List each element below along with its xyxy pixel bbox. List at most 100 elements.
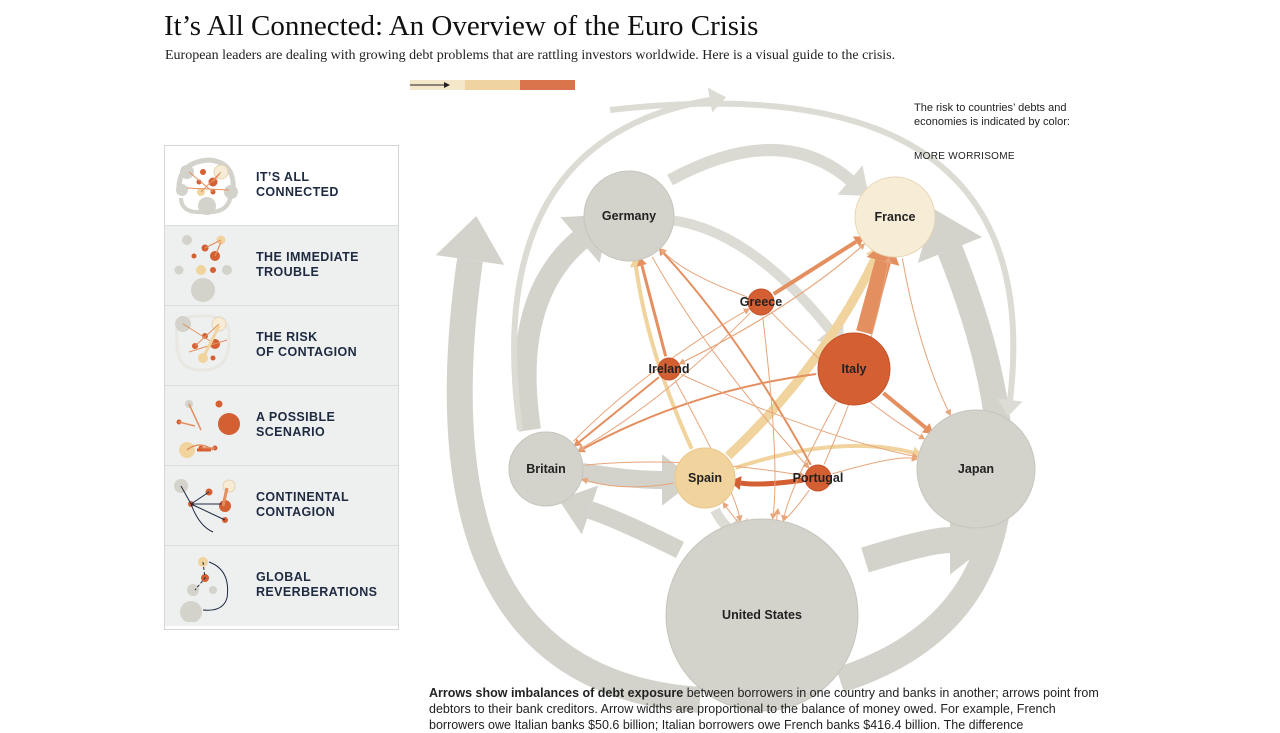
legend-swatch-tan [465,80,520,90]
arrow-portugal-france-head [884,256,892,263]
arrow-germany-italy [669,215,844,348]
diagram-explanation: Arrows show imbalances of debt exposure … [429,685,1099,733]
country-nodes [508,170,1036,712]
arrow-ireland-britain-head [573,438,583,447]
arrow-outer-right-shaft [836,245,1014,693]
arrow-france-japan [901,258,952,416]
arrow-greece-japan-head [918,433,926,440]
arrow-france-japan-head [944,408,952,416]
arrow-outer-top-right [609,100,1023,417]
arrow-outer-left-shaft [446,258,701,713]
arrow-greece-france-line [772,239,858,296]
arrow-greece-us-head [769,513,777,520]
arrow-britain-germany-shaft [514,231,588,432]
arrow-spain-us-shaft [710,507,732,532]
explanation-bold: Arrows show imbalances of debt exposure [429,686,684,700]
arrow-italy-britain-line [583,372,817,450]
debt-network-diagram: The risk to countries’ debts and economi… [410,80,1110,728]
node-us [665,518,859,712]
arrow-greece-us-line [762,316,776,514]
arrow-germany-italy-shaft [669,215,834,334]
arrow-outer-top-right-shaft [609,100,1017,401]
risk-of-contagion-thumbnail-icon [174,314,231,372]
arrow-greece-france [772,236,865,296]
arrow-outer-left-head [435,216,505,265]
legend-more-worrisome: MORE WORRISOME [914,151,1015,162]
arrow-ireland-germany-line [640,264,668,357]
arrow-italy-japan [882,391,934,435]
arrow-portugal-spain-line [740,477,804,487]
arrow-italy-us-head [781,514,788,522]
nav-label: THE IMMEDIATE TROUBLE [256,250,359,279]
arrow-italy-france-line [856,259,891,335]
debt-network-svg [435,87,1036,713]
arrow-outer-top-left-shaft [511,97,711,431]
nav-label: GLOBAL REVERBERATIONS [256,570,378,599]
arrow-france-ireland-line [684,244,864,362]
arrow-portugal-spain-head [729,476,742,490]
arrow-greece-britain-line [582,312,751,448]
arrow-outer-top-left-head [707,87,727,113]
arrow-spain-britain-line [587,480,674,488]
nav-label: A POSSIBLE SCENARIO [256,410,336,439]
arrow-outer-left [435,216,701,713]
arrow-greece-germany-line [664,252,748,298]
nav-label: THE RISK OF CONTAGION [256,330,358,359]
nav-item-its-all-connected[interactable]: IT’S ALL CONNECTED [165,146,398,226]
chapter-navigation: IT’S ALL CONNECTED THE IMMEDIATE TROUBLE [164,145,399,630]
arrow-outer-top-right-head [997,398,1023,417]
arrow-spain-germany [629,256,694,450]
nav-item-possible-scenario[interactable]: A POSSIBLE SCENARIO [165,386,398,466]
page-subtitle: European leaders are dealing with growin… [165,48,896,63]
arrow-portugal-us-line [776,489,810,524]
arrow-germany-portugal [651,256,810,469]
node-britain [508,431,584,507]
nav-label: IT’S ALL CONNECTED [256,170,339,199]
arrow-spain-britain [581,477,674,488]
arrow-germany-portugal-head [802,461,810,469]
node-spain [674,447,736,509]
node-ireland [657,357,681,381]
arrow-britain-spain-shaft [580,463,663,489]
arrow-portugal-germany-line [662,252,812,466]
arrow-spain-britain-head [581,477,589,485]
continental-contagion-thumbnail-icon [174,479,236,533]
nav-item-global-reverberations[interactable]: GLOBAL REVERBERATIONS [165,546,398,626]
page-title: It’s All Connected: An Overview of the E… [164,10,759,42]
arrow-spain-japan-line [734,443,914,470]
arrow-britain-greece [573,308,750,442]
node-greece [747,288,775,316]
arrow-ireland-britain [573,376,660,447]
arrow-germany-france-top-head [837,165,869,197]
legend-description: The risk to countries’ debts and economi… [914,102,1070,128]
arrow-germany-france-top [667,144,869,197]
nav-item-continental-contagion[interactable]: CONTINENTAL CONTAGION [165,466,398,546]
arrow-greece-britain-head [577,444,585,451]
arrow-greece-us [762,316,777,520]
connected-thumbnail-icon [176,157,238,215]
arrow-ireland-britain-line [578,376,660,443]
nav-item-immediate-trouble[interactable]: THE IMMEDIATE TROUBLE [165,226,398,306]
arrow-ireland-us-head [735,514,743,522]
nav-label: CONTINENTAL CONTAGION [256,490,350,519]
arrow-portugal-spain [729,476,804,490]
arrow-spain-japan [734,443,923,470]
arrow-portugal-japan-head [911,454,919,462]
arrow-us-japan-shaft [861,527,951,573]
arrow-us-britain [558,485,685,559]
arrow-portugal-us-head [773,508,781,515]
node-portugal [804,464,832,492]
nav-item-risk-of-contagion[interactable]: THE RISK OF CONTAGION [165,306,398,386]
arrow-britain-greece-head [742,308,750,315]
arrow-france-japan-line [901,258,949,411]
immediate-trouble-thumbnail-icon [174,235,232,302]
arrow-germany-france-top-shaft [667,144,854,186]
arrow-ireland-japan-line [680,373,913,457]
global-reverberations-thumbnail-icon [180,557,229,622]
arrow-britain-portugal-head [798,471,806,479]
arrow-france-ireland-head [678,358,686,365]
gray-creditor-arrows [435,87,1023,713]
arrow-spain-france-line [725,256,880,460]
arrow-italy-us-line [783,402,837,516]
arrow-germany-portugal-line [651,256,806,465]
